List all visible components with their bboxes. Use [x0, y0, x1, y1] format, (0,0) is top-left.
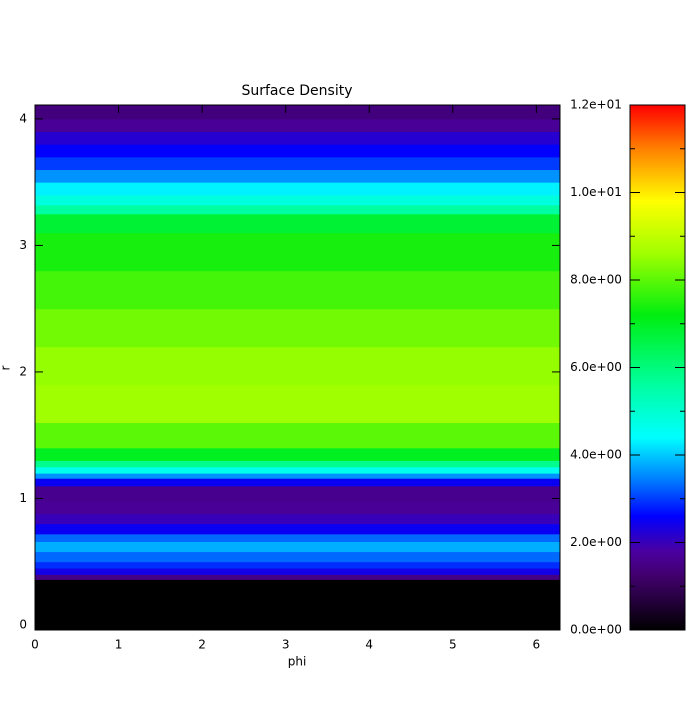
heat-band	[35, 460, 560, 468]
y-tick-label: 2	[19, 364, 27, 378]
plot-frame	[34, 104, 561, 631]
heat-band	[35, 447, 560, 461]
x-tick-label: 4	[365, 638, 373, 652]
heat-band	[35, 574, 560, 580]
heat-band	[35, 466, 560, 474]
y-tick-label: 3	[19, 238, 27, 252]
y-tick-label: 0	[19, 617, 27, 631]
chart-title: Surface Density	[241, 83, 352, 99]
y-axis-label: r	[0, 365, 13, 370]
colorbar	[629, 104, 686, 631]
plot-area	[34, 104, 561, 631]
heat-band	[35, 270, 560, 310]
colorbar-tick-label: 6.0e+00	[570, 360, 622, 374]
heat-band	[35, 523, 560, 535]
colorbar-tick-label: 1.0e+01	[570, 185, 622, 199]
heat-band	[35, 194, 560, 206]
heat-band	[35, 232, 560, 272]
heat-band	[35, 478, 560, 487]
heat-band	[35, 541, 560, 553]
heat-band	[35, 105, 560, 120]
heat-band	[35, 513, 560, 525]
colorbar-tick-label: 8.0e+00	[570, 273, 622, 287]
x-tick-label: 3	[282, 638, 290, 652]
heat-band	[35, 213, 560, 234]
x-tick-label: 0	[31, 638, 39, 652]
heat-band	[35, 473, 560, 479]
heat-band	[35, 500, 560, 515]
heat-band	[35, 144, 560, 158]
heat-band	[35, 533, 560, 542]
heat-band	[35, 118, 560, 133]
colorbar-tick-label: 2.0e+00	[570, 535, 622, 549]
heat-band	[35, 568, 560, 575]
colorbar-tick-label: 4.0e+00	[570, 448, 622, 462]
heat-band	[35, 551, 560, 563]
heat-band	[35, 131, 560, 145]
heat-band	[35, 182, 560, 196]
heat-band	[35, 346, 560, 386]
heat-band	[35, 579, 560, 631]
heat-band	[35, 204, 560, 215]
x-tick-label: 5	[449, 638, 457, 652]
heat-band	[35, 485, 560, 502]
x-tick-label: 1	[115, 638, 123, 652]
x-tick-label: 6	[533, 638, 541, 652]
y-tick-label: 4	[19, 111, 27, 125]
x-axis-label: phi	[288, 655, 307, 669]
heat-band	[35, 308, 560, 348]
heat-band	[35, 422, 560, 449]
heat-band	[35, 561, 560, 569]
y-tick-label: 1	[19, 491, 27, 505]
colorbar-tick-label: 0.0e+00	[570, 623, 622, 637]
heat-band	[35, 169, 560, 183]
colorbar-tick-label: 1.2e+01	[570, 98, 622, 112]
x-tick-label: 2	[198, 638, 206, 652]
heat-band	[35, 384, 560, 424]
heat-band	[35, 156, 560, 171]
